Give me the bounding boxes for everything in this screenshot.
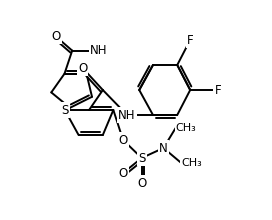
Text: O: O <box>78 62 87 75</box>
Text: O: O <box>118 134 128 147</box>
Text: N: N <box>159 141 168 154</box>
Text: F: F <box>214 84 221 97</box>
Text: S: S <box>61 103 69 117</box>
Text: O: O <box>118 167 128 180</box>
Text: CH₃: CH₃ <box>176 123 196 133</box>
Text: CH₃: CH₃ <box>181 158 202 168</box>
Text: F: F <box>187 33 193 46</box>
Text: NH: NH <box>118 108 136 121</box>
Text: O: O <box>51 30 60 43</box>
Text: NH: NH <box>90 44 107 57</box>
Text: O: O <box>137 176 146 189</box>
Text: S: S <box>138 152 145 165</box>
